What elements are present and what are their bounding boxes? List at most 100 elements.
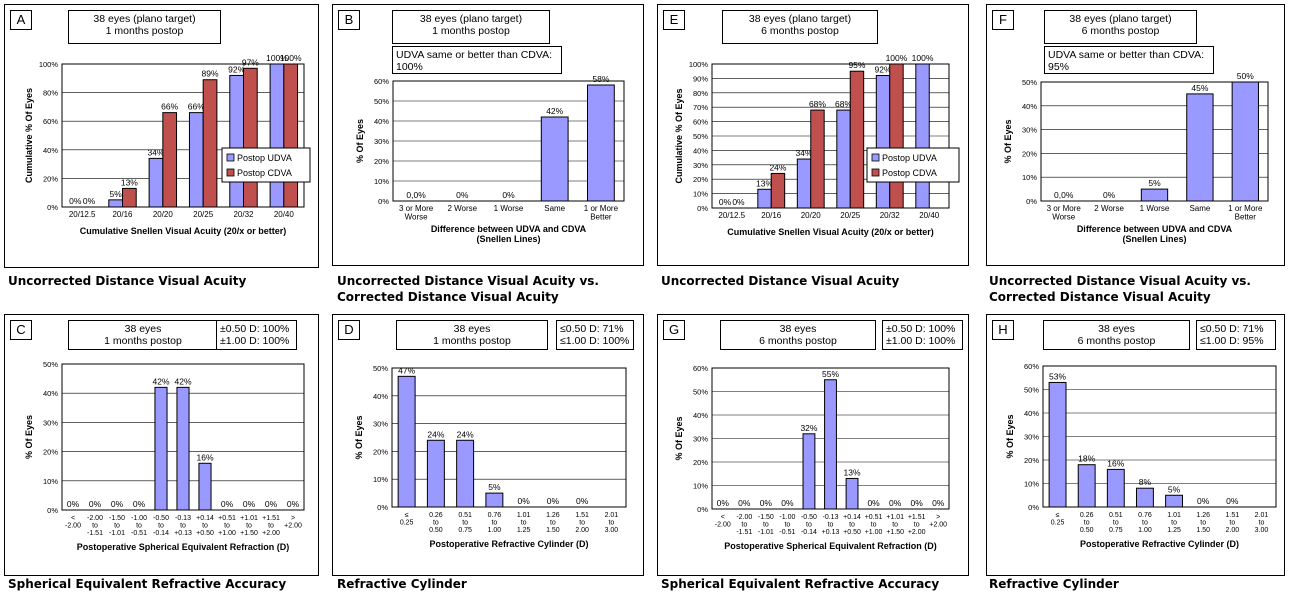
chart-caption: Uncorrected Distance Visual Acuity	[8, 273, 246, 289]
x-tick-label: 20/20	[153, 210, 174, 219]
chart-header-line: 38 eyes	[453, 323, 491, 335]
y-tick-label: 10%	[373, 475, 388, 484]
bar	[802, 433, 816, 510]
x-tick-label: -0.50 to -0.14	[801, 514, 817, 536]
y-tick-label: 20%	[373, 447, 388, 456]
bar-value-label: 18%	[1078, 454, 1095, 464]
legend: Postop UDVA Postop CDVA	[866, 147, 960, 183]
y-tick-label: 50%	[43, 360, 58, 369]
y-tick-label: 80%	[43, 89, 58, 98]
panel-letter: D	[338, 320, 360, 340]
y-tick-label: 30%	[373, 420, 388, 429]
bar-value-label: 92%	[228, 64, 245, 74]
caption-line: Refractive Cylinder	[337, 577, 467, 591]
y-tick-label: 30%	[43, 418, 58, 427]
bar-value-label: 0%	[67, 499, 80, 509]
y-tick-label: 0%	[697, 505, 708, 514]
y-tick-label: 0%	[378, 197, 389, 206]
x-tick-label: 1 or More Better	[1228, 204, 1263, 222]
x-tick-label: 1 Worse	[494, 204, 524, 213]
legend-box	[221, 147, 311, 183]
chart-header-box: 38 eyes 1 months postop	[396, 320, 548, 350]
bar-value-label: 0%	[287, 499, 300, 509]
x-tick-label: 20/40	[919, 211, 940, 220]
bar-value-label: 92%	[875, 65, 892, 75]
y-axis-label: Cumulative % Of Eyes	[24, 88, 34, 183]
y-tick-label: 0%	[377, 503, 388, 512]
panel-letter: F	[992, 10, 1014, 30]
x-tick-label: < -2.00	[65, 515, 81, 530]
legend-swatch	[871, 168, 880, 177]
bar-value-label: 0%	[1226, 496, 1239, 506]
y-tick-label: 20%	[43, 174, 58, 183]
bar-value-label: 16%	[1107, 458, 1124, 468]
legend-swatch	[871, 153, 880, 162]
bar	[148, 157, 164, 208]
y-tick-label: 80%	[693, 89, 708, 98]
bar-value-label: 0%	[1103, 190, 1116, 200]
y-tick-label: 40%	[1024, 409, 1039, 418]
x-tick-label: -1.50 to -1.01	[109, 515, 125, 537]
bar	[485, 492, 504, 508]
bar-value-label: 0%	[760, 498, 773, 508]
x-tick-label: ≤0.25	[1051, 512, 1065, 527]
bar-value-label: 45%	[1191, 83, 1208, 93]
x-tick-label: 0.51 to 0.75	[458, 512, 472, 534]
bar-value-label: 0%	[576, 496, 589, 506]
x-tick-label: +0.14 to +0.50	[196, 515, 214, 537]
legend-entry: Postop UDVA	[237, 153, 292, 163]
bar-value-label: 0%	[69, 196, 82, 206]
x-tick-label: 0.26 to 0.50	[429, 512, 443, 534]
info-line: UDVA same or better than CDVA:	[396, 49, 553, 61]
y-tick-label: 40%	[693, 411, 708, 420]
x-tick-label: +1.51 to +2.00	[908, 514, 926, 536]
bar-value-label: 34%	[147, 147, 164, 157]
y-tick-label: 20%	[1022, 149, 1037, 158]
y-tick-label: 20%	[1024, 456, 1039, 465]
x-tick-label: 0.26 to 0.50	[1080, 512, 1094, 534]
y-tick-label: 60%	[1024, 362, 1039, 371]
y-tick-label: 40%	[1022, 102, 1037, 111]
chart-header-line: 38 eyes (plano target)	[93, 13, 196, 25]
y-axis-label: % Of Eyes	[674, 416, 684, 460]
y-tick-label: 40%	[43, 146, 58, 155]
y-tick-label: 10%	[374, 177, 389, 186]
y-tick-label: 20%	[374, 157, 389, 166]
x-tick-label: +1.01 to +1.50	[240, 515, 258, 537]
bar-value-label: 55%	[822, 369, 839, 379]
bar	[889, 63, 904, 209]
y-tick-label: 60%	[693, 364, 708, 373]
chart-header-box: 38 eyes (plano target) 1 months postop	[392, 10, 550, 44]
bar	[243, 67, 258, 208]
y-tick-label: 90%	[693, 74, 708, 83]
caption-line: Uncorrected Distance Visual Acuity	[8, 274, 247, 288]
x-tick-label: 1.51 to 2.00	[575, 512, 589, 534]
x-axis-label: Postoperative Refractive Cylinder (D)	[1080, 539, 1239, 549]
x-tick-label: -2.00 to -1.51	[736, 514, 752, 536]
bar	[875, 75, 891, 209]
x-tick-label: 2.01 to 3.00	[1255, 512, 1269, 534]
bar	[915, 63, 930, 209]
x-tick-label: +0.51 to +1.00	[865, 514, 883, 536]
legend-entry: Postop UDVA	[882, 153, 937, 163]
chart-caption: Spherical Equivalent Refractive Accuracy	[661, 576, 939, 592]
bar-value-label: 13%	[756, 178, 773, 188]
chart-panel-frame	[4, 4, 319, 268]
chart-header-line: 1 months postop	[432, 25, 510, 37]
bar-value-label: 0%	[517, 496, 530, 506]
x-tick-label: 20/16	[761, 211, 782, 220]
bar-value-label: 0%	[133, 499, 146, 509]
y-tick-label: 30%	[1022, 126, 1037, 135]
y-tick-label: 20%	[43, 448, 58, 457]
y-axis-label: % Of Eyes	[355, 119, 365, 163]
x-tick-label: Same	[544, 204, 565, 213]
info-line: UDVA same or better than CDVA:	[1048, 49, 1205, 61]
y-tick-label: 40%	[373, 392, 388, 401]
chart-plot-B: 0% 10% 20% 30% 40% 50% 60% 0,0% 0% 0% 42% 58% 3 or M…	[355, 74, 625, 244]
x-tick-label: 20/12.5	[69, 210, 96, 219]
x-tick-label: 0.51 to 0.75	[1109, 512, 1123, 534]
y-tick-label: 0%	[1028, 503, 1039, 512]
chart-plot-G: 0% 10% 20% 30% 40% 50% 60% 0% 0% 0% 0% 32% 55% 13% 0% 0…	[674, 364, 950, 551]
x-tick-label: 1.51 to 2.00	[1226, 512, 1240, 534]
chart-plot-D: 0% 10% 20% 30% 40% 50% 47% 24% 24% 5% 0% 0% 0% ≤ 0.25 0…	[354, 364, 627, 549]
